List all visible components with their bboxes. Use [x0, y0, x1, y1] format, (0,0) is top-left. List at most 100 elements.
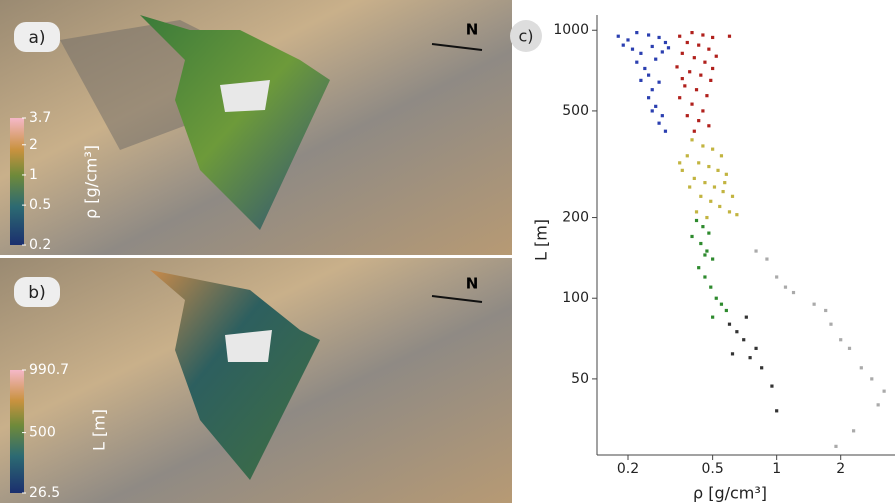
point [775, 409, 779, 413]
panel-c: c) ρ [g/cm³] L [m] [510, 15, 895, 503]
point [657, 80, 661, 84]
point [697, 161, 701, 165]
panel-label-box [14, 277, 60, 307]
point [711, 147, 715, 151]
point [714, 296, 718, 300]
colorbar [10, 118, 24, 245]
point [647, 96, 651, 100]
point [666, 46, 671, 50]
point [694, 218, 699, 223]
point [718, 204, 722, 209]
snow [225, 330, 272, 362]
point [660, 114, 664, 118]
colorbar-tick-label: 0.2 [29, 237, 51, 253]
panel-label: a) [28, 28, 45, 48]
panel-label: c) [518, 27, 533, 46]
point [707, 124, 711, 128]
point [647, 73, 651, 77]
point [721, 189, 725, 194]
point [635, 60, 639, 64]
panel-label-box [14, 22, 60, 52]
point [680, 51, 684, 55]
point [783, 285, 788, 289]
point [699, 194, 703, 198]
y-tick-label: 50 [571, 371, 589, 387]
x-tick-label: 0.2 [617, 461, 639, 477]
point [690, 102, 694, 106]
point [678, 96, 682, 100]
panel-b: b) N L [m] [0, 258, 512, 503]
x-tick-label: 0.5 [702, 461, 724, 477]
point [680, 168, 684, 172]
colorbar-tick-label: 1 [29, 167, 38, 183]
point [727, 34, 732, 38]
point [711, 257, 715, 261]
point [701, 109, 705, 113]
point [650, 109, 654, 113]
point [754, 249, 758, 253]
point [692, 176, 696, 180]
point [711, 35, 715, 40]
point [765, 257, 769, 261]
point [650, 88, 654, 92]
point [707, 164, 711, 169]
point [719, 302, 724, 306]
point [735, 213, 739, 217]
point [824, 308, 828, 313]
point [639, 51, 643, 55]
point [692, 56, 696, 60]
point [852, 429, 856, 433]
point [626, 38, 630, 42]
point [727, 210, 732, 214]
panel-label-box [510, 20, 542, 52]
north-arrow [431, 295, 483, 303]
colorbar-tick-label: 26.5 [29, 485, 60, 501]
point [711, 315, 715, 319]
snow [220, 80, 270, 112]
point [709, 199, 713, 203]
panel-a: a) N ρ [g/cm³] [0, 0, 512, 255]
density-field [140, 15, 330, 230]
point [705, 215, 709, 220]
point [703, 253, 707, 257]
point [688, 70, 692, 74]
point [744, 315, 748, 319]
panel-label: b) [28, 283, 45, 303]
point [697, 266, 701, 270]
point [701, 144, 705, 148]
point [735, 330, 739, 334]
colorbar [10, 370, 24, 493]
point [650, 44, 654, 49]
point [834, 444, 838, 448]
point [690, 31, 694, 35]
point [663, 129, 668, 133]
point [688, 185, 692, 189]
point [791, 290, 796, 295]
point [727, 322, 732, 326]
point [647, 33, 651, 37]
point [675, 65, 679, 69]
point [716, 168, 720, 172]
point [699, 73, 703, 77]
point [723, 181, 727, 185]
x-axis-title: ρ [g/cm³] [693, 484, 767, 503]
point [635, 31, 639, 35]
point [690, 234, 694, 239]
north-arrow [431, 43, 483, 51]
point [654, 57, 658, 61]
x-tick-label: 2 [836, 461, 845, 477]
colorbar-title: L [m] [90, 409, 109, 451]
point [680, 77, 684, 81]
point [709, 78, 713, 82]
colorbar-tick-label: 500 [29, 425, 56, 441]
point [703, 60, 707, 64]
point [692, 129, 696, 133]
point [621, 43, 625, 47]
x-tick-label: 1 [772, 461, 781, 477]
point [714, 54, 718, 58]
point [697, 43, 701, 47]
colorbar-tick-label: 990.7 [29, 362, 69, 378]
length-field [150, 270, 320, 480]
point [748, 356, 752, 360]
y-axis-title: L [m] [532, 219, 551, 261]
